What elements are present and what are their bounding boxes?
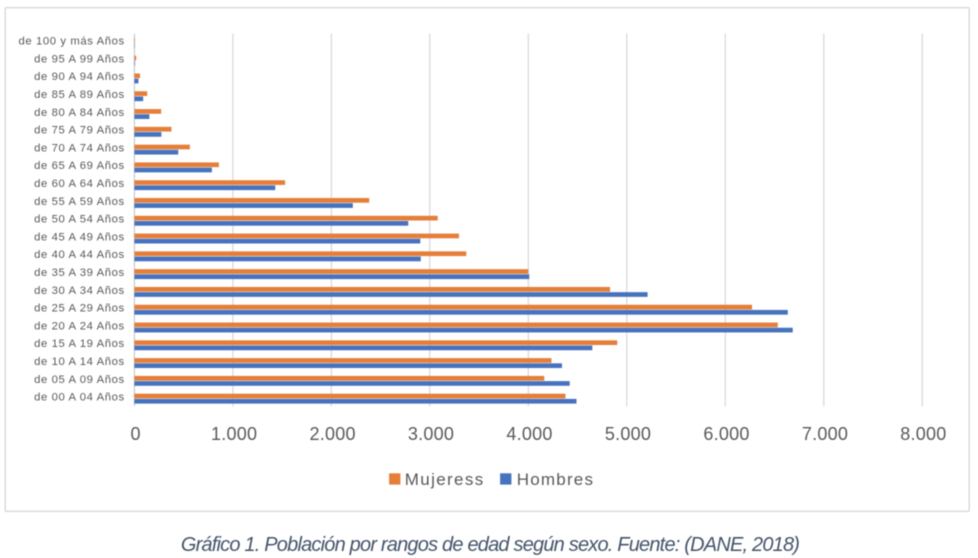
svg-text:de 55 A 59 Años: de 55 A 59 Años	[34, 196, 125, 208]
svg-text:de 70 A 74 Años: de 70 A 74 Años	[34, 142, 125, 154]
svg-text:de 90 A 94 Años: de 90 A 94 Años	[34, 71, 125, 83]
svg-text:8.000: 8.000	[900, 424, 946, 444]
svg-text:de 20 A 24 Años: de 20 A 24 Años	[34, 320, 125, 332]
svg-text:7.000: 7.000	[802, 424, 848, 444]
svg-text:de 00 A 04 Años: de 00 A 04 Años	[34, 392, 125, 404]
svg-text:6.000: 6.000	[703, 424, 749, 444]
svg-text:de 10 A 14 Años: de 10 A 14 Años	[34, 356, 125, 368]
svg-text:3.000: 3.000	[408, 424, 454, 444]
svg-text:Mujeress: Mujeress	[405, 470, 485, 489]
svg-text:de 30 A 34 Años: de 30 A 34 Años	[34, 285, 125, 297]
svg-text:5.000: 5.000	[605, 424, 651, 444]
svg-text:de 80 A 84 Años: de 80 A 84 Años	[34, 107, 125, 119]
svg-text:de 50 A 54 Años: de 50 A 54 Años	[34, 214, 125, 226]
svg-text:Hombres: Hombres	[517, 470, 594, 489]
svg-text:de 35 A 39 Años: de 35 A 39 Años	[34, 267, 125, 279]
svg-text:1.000: 1.000	[211, 424, 257, 444]
svg-text:de 05 A 09 Años: de 05 A 09 Años	[34, 374, 125, 386]
svg-text:de 60 A 64 Años: de 60 A 64 Años	[34, 178, 125, 190]
svg-text:4.000: 4.000	[506, 424, 552, 444]
svg-text:Gráfico 1. Población por rango: Gráfico 1. Población por rangos de edad …	[181, 534, 799, 556]
svg-text:0: 0	[130, 424, 140, 444]
svg-text:de 65 A 69 Años: de 65 A 69 Años	[34, 160, 125, 172]
svg-text:de 100 y más Años: de 100 y más Años	[19, 36, 125, 48]
svg-text:de 25 A 29 Años: de 25 A 29 Años	[34, 303, 125, 315]
svg-text:de 95 A 99 Años: de 95 A 99 Años	[34, 53, 125, 65]
svg-text:de 45 A 49 Años: de 45 A 49 Años	[34, 231, 125, 243]
svg-text:de 40 A 44 Años: de 40 A 44 Años	[34, 249, 125, 261]
svg-text:de 15 A 19 Años: de 15 A 19 Años	[34, 338, 125, 350]
svg-text:de 85 A 89 Años: de 85 A 89 Años	[34, 89, 125, 101]
svg-text:de 75 A 79 Años: de 75 A 79 Años	[34, 125, 125, 137]
svg-text:2.000: 2.000	[309, 424, 355, 444]
